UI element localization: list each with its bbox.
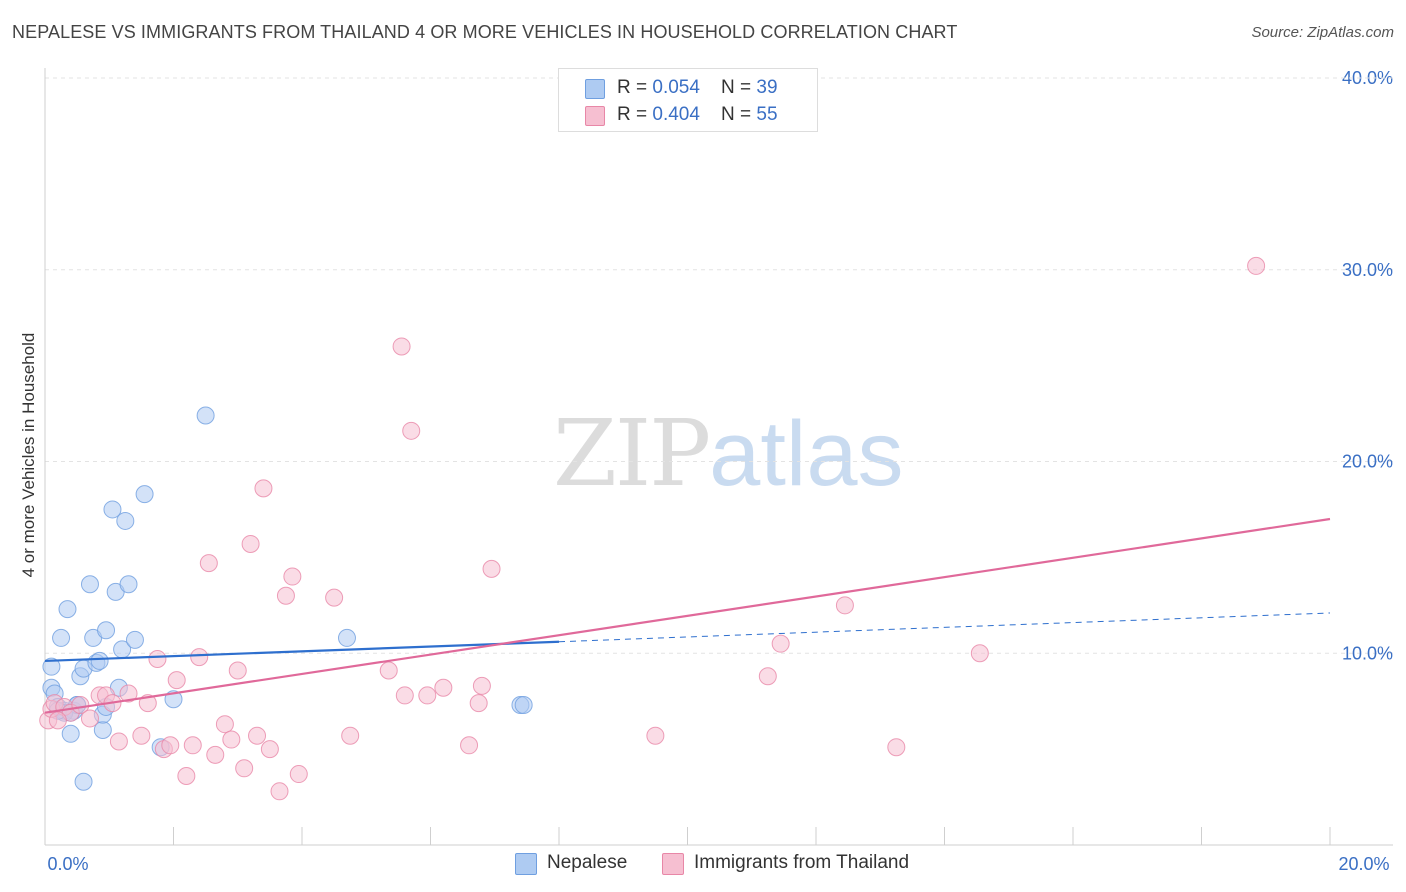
legend-swatch-thailand xyxy=(585,106,605,126)
thailand-point xyxy=(325,588,344,607)
watermark: ZIPatlas xyxy=(553,400,904,507)
thailand-point xyxy=(183,736,202,755)
thailand-trend-line xyxy=(44,517,1331,714)
y-tick-label: 20.0% xyxy=(1342,452,1393,472)
correlation-legend: R = 0.054 N = 39 R = 0.404 N = 55 xyxy=(558,68,818,132)
nepalese-point xyxy=(119,575,138,594)
nepalese-point xyxy=(74,772,93,791)
thailand-point xyxy=(835,596,854,615)
source-label: Source: ZipAtlas.com xyxy=(1251,24,1394,41)
thailand-point xyxy=(276,586,295,605)
bottom-legend-swatch-nepalese xyxy=(515,853,537,875)
legend-r-label: R = xyxy=(617,104,653,125)
thailand-point xyxy=(228,661,247,680)
nepalese-point xyxy=(80,575,99,594)
legend-r-label: R = xyxy=(617,77,653,98)
thailand-point xyxy=(222,730,241,749)
thailand-point xyxy=(472,676,491,695)
thailand-point xyxy=(646,726,665,745)
x-tick-label: 20.0% xyxy=(1338,854,1389,874)
thailand-point xyxy=(235,759,254,778)
nepalese-point xyxy=(61,724,80,743)
thailand-point xyxy=(392,337,411,356)
nepalese-trend-extension xyxy=(558,612,1331,643)
nepalese-point xyxy=(103,500,122,519)
thailand-point xyxy=(248,726,267,745)
thailand-point xyxy=(460,736,479,755)
thailand-point xyxy=(260,740,279,759)
thailand-point xyxy=(270,782,289,801)
nepalese-point xyxy=(58,600,77,619)
x-tick-label: 0.0% xyxy=(47,854,88,874)
thailand-point xyxy=(109,732,128,751)
thailand-point xyxy=(215,715,234,734)
thailand-point xyxy=(289,765,308,784)
legend-swatch-nepalese xyxy=(585,79,605,99)
bottom-legend-label-thailand: Immigrants from Thailand xyxy=(694,852,910,873)
nepalese-point xyxy=(116,511,135,530)
thailand-point xyxy=(167,671,186,690)
y-tick-label: 30.0% xyxy=(1342,260,1393,280)
nepalese-point xyxy=(52,628,71,647)
nepalese-point xyxy=(97,621,116,640)
thailand-point xyxy=(395,686,414,705)
nepalese-point xyxy=(196,406,215,425)
nepalese-point xyxy=(135,485,154,504)
legend-r-value: 0.054 xyxy=(652,77,700,98)
watermark-atlas: atlas xyxy=(709,403,904,505)
bottom-legend-swatch-thailand xyxy=(662,853,684,875)
thailand-point xyxy=(402,421,421,440)
nepalese-point xyxy=(514,696,533,715)
y-tick-label: 10.0% xyxy=(1342,643,1393,663)
thailand-point xyxy=(119,684,138,703)
thailand-point xyxy=(161,736,180,755)
y-axis-label: 4 or more Vehicles in Household xyxy=(19,332,38,578)
thailand-point xyxy=(199,554,218,573)
thailand-point xyxy=(887,738,906,757)
watermark-zip: ZIP xyxy=(553,400,711,507)
nepalese-point xyxy=(337,628,356,647)
legend-n-value: 55 xyxy=(756,104,778,125)
nepalese-point xyxy=(42,657,61,676)
thailand-point xyxy=(418,686,437,705)
thailand-point xyxy=(341,726,360,745)
legend-n-label: N = xyxy=(721,77,757,98)
chart-title: NEPALESE VS IMMIGRANTS FROM THAILAND 4 O… xyxy=(12,22,958,42)
nepalese-point xyxy=(125,630,144,649)
thailand-point xyxy=(132,726,151,745)
nepalese-trend-line xyxy=(44,640,560,663)
thailand-point xyxy=(482,559,501,578)
thailand-point xyxy=(206,745,225,764)
thailand-point xyxy=(434,678,453,697)
thailand-point xyxy=(379,661,398,680)
thailand-point xyxy=(241,534,260,553)
thailand-point xyxy=(48,711,67,730)
thailand-point xyxy=(771,634,790,653)
nepalese-point xyxy=(90,651,109,670)
thailand-point xyxy=(283,567,302,586)
thailand-point xyxy=(80,709,99,728)
thailand-point xyxy=(469,694,488,713)
legend-r-value: 0.404 xyxy=(652,104,700,125)
thailand-point xyxy=(970,644,989,663)
thailand-point xyxy=(1247,256,1266,275)
thailand-point xyxy=(758,667,777,686)
thailand-point xyxy=(254,479,273,498)
thailand-point xyxy=(190,648,209,667)
legend-n-value: 39 xyxy=(756,77,778,98)
thailand-point xyxy=(148,650,167,669)
legend-n-label: N = xyxy=(721,104,757,125)
thailand-point xyxy=(177,766,196,785)
bottom-legend-label-nepalese: Nepalese xyxy=(547,852,628,873)
